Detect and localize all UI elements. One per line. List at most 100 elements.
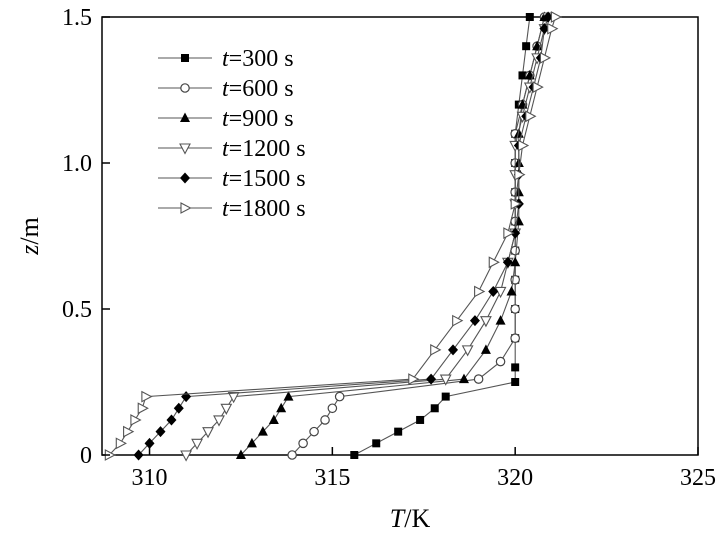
data-point [173,402,184,414]
data-point [506,285,517,296]
x-tick-label: 320 [497,465,533,491]
legend-label: t=1800 s [222,196,306,222]
legend-item-5: t=1500 s [158,166,306,192]
data-point [144,437,155,449]
data-point [268,414,279,424]
data-point [130,414,142,426]
x-tick-label: 325 [680,465,716,491]
data-point [191,438,203,451]
data-point [416,415,425,424]
legend-item-2: t=600 s [158,76,294,102]
data-point [181,391,192,403]
data-point [408,373,420,385]
data-point [473,374,484,384]
data-point [202,427,214,439]
data-point [517,139,530,152]
x-tick-label: 310 [132,465,168,491]
data-point [283,391,294,401]
data-point [532,81,544,93]
legend-item-3: t=900 s [158,106,294,132]
data-point [522,42,531,51]
data-point [334,391,345,402]
data-point [327,403,338,414]
data-point [461,345,474,357]
data-point [309,426,319,437]
data-point [488,256,500,269]
legend-item-1: t=300 s [158,46,294,72]
data-point [155,426,166,438]
legend-marker [179,143,191,155]
data-point [298,438,308,449]
data-point [469,315,480,327]
data-point [180,450,193,462]
data-point [539,23,550,35]
data-point [452,314,464,327]
data-point [133,449,144,461]
data-point [514,168,526,181]
data-point [123,425,135,438]
data-point [539,51,552,64]
data-point [246,437,257,448]
data-point [510,304,520,314]
y-tick-label: 1.0 [62,151,92,177]
data-point [227,392,240,404]
data-point [510,333,520,343]
data-point [510,245,520,256]
legend-label: t=1200 s [222,136,306,162]
data-point [441,392,450,401]
data-point [287,450,297,460]
data-point [426,373,437,385]
data-point [439,374,452,386]
data-point [495,315,506,325]
series-line [138,16,549,456]
data-point [458,373,469,384]
y-tick-label: 0.5 [62,297,92,323]
data-point [502,256,513,268]
y-axis-title: z/m [15,217,44,256]
data-point [480,316,492,328]
series-6 [104,11,563,461]
data-point [137,402,149,415]
data-point [235,449,246,459]
data-point [115,437,127,450]
data-point [503,227,515,239]
data-point [166,414,177,426]
legend-label: t=900 s [222,106,294,132]
legend: t=300 s t=600 s t=900 s t=1200 s t=1500 s t=1… [158,46,306,222]
data-point [518,71,527,80]
data-point [511,363,520,372]
data-point [394,427,403,436]
data-point [511,378,520,386]
legend-marker [180,172,190,184]
data-point [495,356,506,367]
data-point [320,415,330,425]
data-point [510,227,521,239]
legend-marker [180,202,192,214]
data-point [141,390,153,403]
data-point [430,404,439,413]
data-point [494,286,507,299]
data-point [430,343,442,356]
legend-item-4: t=1200 s [158,136,306,162]
data-point [550,11,563,23]
data-point [488,285,499,297]
y-tick-label: 0 [80,443,92,469]
data-point [257,426,268,436]
data-point [525,110,537,123]
legend-marker [180,112,190,122]
data-point [525,13,534,21]
x-tick-label: 315 [314,465,350,491]
data-point [372,439,381,448]
legend-marker [180,83,190,93]
data-point [220,403,233,415]
legend-label: t=300 s [222,46,294,72]
data-point [213,415,225,427]
x-axis-title: T/K [390,504,431,533]
legend-label: t=600 s [222,76,294,102]
axes: 310 315 320 325 0 0.5 1.0 1.5 T/K z/m [15,5,716,533]
data-point [350,451,359,459]
data-point [510,256,521,267]
series-line [108,16,556,456]
data-point [448,344,459,356]
